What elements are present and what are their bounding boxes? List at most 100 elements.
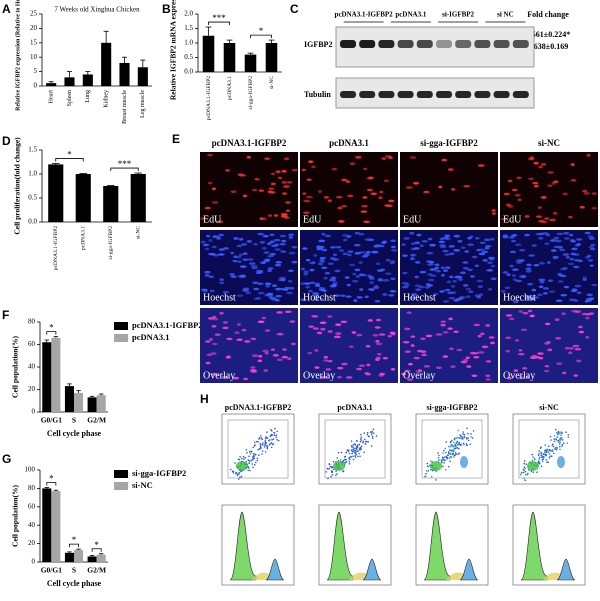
event-dot <box>536 471 538 473</box>
cell-nucleus <box>407 378 414 381</box>
cell-nucleus <box>439 245 447 249</box>
event-dot <box>472 430 475 432</box>
event-dot <box>354 456 357 458</box>
cell-nucleus <box>548 290 556 293</box>
cell-nucleus <box>562 266 568 270</box>
cell-nucleus <box>478 248 485 252</box>
cell-nucleus <box>585 256 590 259</box>
cell-nucleus <box>347 253 352 257</box>
cell-nucleus <box>519 248 526 252</box>
cell-nucleus <box>450 365 456 368</box>
event-dot <box>265 442 268 444</box>
event-dot <box>250 460 253 462</box>
event-dot <box>263 446 266 448</box>
event-dot <box>271 438 273 441</box>
event-dot <box>253 457 255 460</box>
y-tick-label: 0.0 <box>28 218 37 226</box>
cell-nucleus <box>275 261 283 264</box>
cell-nucleus <box>409 156 417 159</box>
cell-nucleus <box>538 285 544 289</box>
fold-change: 0.638±0.169 <box>528 42 568 51</box>
event-dot <box>538 452 540 455</box>
cell-nucleus <box>241 243 248 246</box>
event-dot <box>240 457 243 460</box>
cell-nucleus <box>354 252 362 255</box>
event-dot <box>276 438 278 441</box>
cell-nucleus <box>445 266 451 269</box>
cell-nucleus <box>505 336 512 340</box>
cell-nucleus <box>211 245 217 249</box>
cell-nucleus <box>333 335 341 339</box>
cell-nucleus <box>543 291 548 295</box>
y-tick-label: 15 <box>30 38 38 46</box>
event-dot <box>545 458 548 461</box>
event-dot <box>522 468 525 471</box>
cell-nucleus <box>435 269 441 273</box>
cell-nucleus <box>284 310 292 314</box>
cell-nucleus <box>389 331 396 335</box>
cell-nucleus <box>555 299 563 303</box>
blot-band <box>416 91 433 98</box>
cell-nucleus <box>390 277 396 281</box>
event-dot <box>266 445 269 447</box>
cell-nucleus <box>438 240 445 244</box>
event-dot <box>335 474 337 476</box>
histogram-g1 <box>423 511 451 581</box>
cell-nucleus <box>476 279 484 283</box>
cell-nucleus <box>279 242 286 246</box>
event-dot <box>252 446 255 449</box>
event-dot <box>454 454 456 456</box>
cell-nucleus <box>246 240 251 243</box>
cell-nucleus <box>221 375 229 379</box>
event-dot <box>258 448 261 450</box>
event-dot <box>555 439 557 441</box>
cell-nucleus <box>457 239 463 243</box>
cell-nucleus <box>338 249 345 252</box>
event-dot <box>451 453 454 456</box>
cell-nucleus <box>319 245 325 249</box>
cell-nucleus <box>501 217 509 221</box>
x-tick-label: pcDNA3.1-IGFBP2 <box>206 76 212 120</box>
event-dot <box>360 436 363 438</box>
micrograph <box>500 230 598 305</box>
cell-nucleus <box>576 243 581 246</box>
cell-nucleus <box>440 323 446 327</box>
blot-band <box>474 91 491 98</box>
cell-nucleus <box>442 355 449 358</box>
cell-nucleus <box>364 238 372 241</box>
cell-nucleus <box>236 255 242 259</box>
cell-nucleus <box>560 293 568 297</box>
cell-nucleus <box>469 351 477 355</box>
event-dot <box>565 431 567 434</box>
cell-nucleus <box>543 217 550 220</box>
significance-bracket <box>46 482 57 486</box>
event-dot <box>277 439 280 442</box>
blot-column-label: si NC <box>497 11 514 19</box>
event-dot <box>242 455 245 458</box>
cell-nucleus <box>236 323 241 326</box>
x-tick-label: pcDNA3.1 <box>81 226 87 250</box>
event-dot <box>448 452 450 455</box>
significance-label: *** <box>212 13 226 23</box>
event-dot <box>466 444 468 447</box>
event-dot <box>544 449 547 452</box>
cell-nucleus <box>363 167 368 171</box>
cell-nucleus <box>271 244 278 248</box>
cell-nucleus <box>264 329 271 332</box>
event-dot <box>456 446 458 449</box>
cell-nucleus <box>323 355 329 359</box>
event-dot <box>269 435 272 438</box>
event-dot <box>444 468 447 471</box>
cell-nucleus <box>267 242 272 245</box>
event-dot <box>352 458 355 461</box>
cell-nucleus <box>212 342 218 346</box>
cell-nucleus <box>560 274 567 278</box>
event-dot <box>232 470 235 473</box>
event-dot <box>438 459 440 461</box>
legend-label: si-NC <box>132 480 153 490</box>
cell-nucleus <box>320 327 326 331</box>
event-dot <box>549 449 552 452</box>
cell-nucleus <box>591 192 597 195</box>
cell-nucleus <box>342 252 348 256</box>
cell-nucleus <box>573 374 578 377</box>
